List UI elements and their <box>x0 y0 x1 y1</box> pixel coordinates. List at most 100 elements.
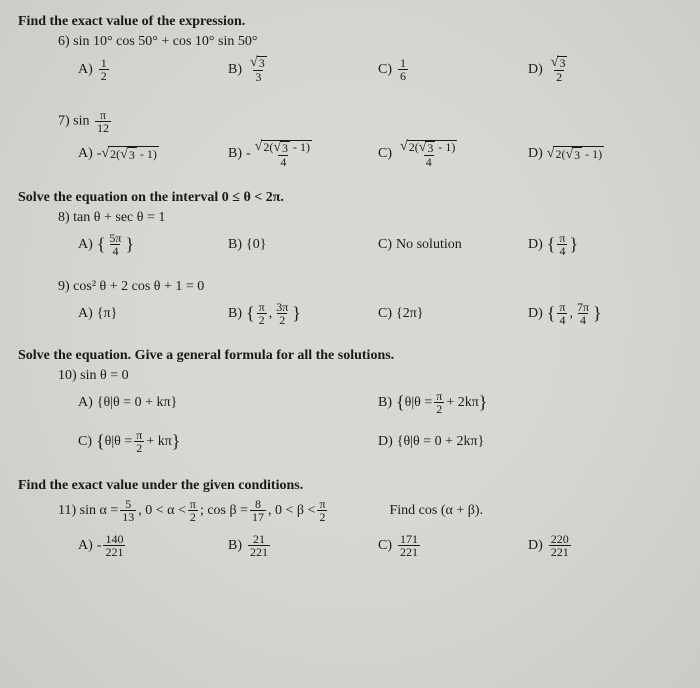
section-heading: Solve the equation on the interval 0 ≤ θ… <box>18 190 682 206</box>
q9-choice-d: D) { π4 , 7π4 } <box>528 301 678 326</box>
q8-num: 8) <box>58 210 70 225</box>
denominator: 2 <box>277 313 287 326</box>
choice-label: A) <box>78 306 93 322</box>
fraction: 7π4 <box>575 301 591 326</box>
denominator: 6 <box>398 69 408 82</box>
denominator: 13 <box>120 510 136 523</box>
fraction: π2 <box>188 498 198 523</box>
fraction: 21221 <box>248 533 270 558</box>
paper-texture <box>0 0 700 688</box>
radicand: 3 <box>557 56 567 69</box>
q9-choice-b: B) { π2 , 3π2 } <box>228 301 378 326</box>
sqrt-outer: 2(3 - 1) <box>547 146 604 163</box>
tail: - 1) <box>290 140 310 154</box>
choice-label: D) <box>528 62 543 78</box>
brace: { <box>96 431 105 452</box>
q6-choice-b: B) 3 3 <box>228 56 378 83</box>
q11-choice-b: B) 21221 <box>228 533 378 558</box>
set-value: {θ|θ = 0 + 2kπ} <box>397 434 485 450</box>
choice-label: A) <box>78 146 93 162</box>
numerator: π <box>98 109 108 121</box>
fraction: π2 <box>134 429 144 454</box>
numerator: 140 <box>103 533 125 545</box>
fraction: 1 6 <box>398 57 408 82</box>
comma: , <box>569 306 573 322</box>
denominator: 221 <box>549 545 571 558</box>
numerator: π <box>557 301 567 313</box>
numerator: 3 <box>248 56 269 70</box>
denominator: 2 <box>434 402 444 415</box>
p4: , 0 < β < <box>268 503 315 519</box>
fraction: π2 <box>434 390 444 415</box>
choice-label: A) <box>78 237 93 253</box>
choice-label: C) <box>378 62 392 78</box>
brace: { <box>547 234 556 255</box>
fraction: 3π2 <box>274 301 290 326</box>
q6-text: sin 10° cos 50° + cos 10° sin 50° <box>73 34 257 49</box>
denominator: 221 <box>248 545 270 558</box>
q9-num: 9) <box>58 279 70 294</box>
numerator: π <box>434 390 444 402</box>
set-value: {π} <box>97 306 118 322</box>
p3: ; cos β = <box>200 503 248 519</box>
fraction: 817 <box>250 498 266 523</box>
q11-num: 11) <box>58 503 76 519</box>
q11-choices: A) - 140221 B) 21221 C) 171221 D) 220221 <box>18 533 682 558</box>
q6-choice-c: C) 1 6 <box>378 56 528 83</box>
brace: { <box>396 392 405 413</box>
q11-find: Find cos (α + β). <box>390 503 484 519</box>
denominator: 2 <box>134 441 144 454</box>
denominator: 2 <box>257 313 267 326</box>
q7-choice-a: A) - 2(3 - 1) <box>78 140 228 168</box>
fraction: π2 <box>257 301 267 326</box>
numerator: 3π <box>274 301 290 313</box>
question-7: 7) sin π 12 <box>18 109 682 134</box>
fraction: 220221 <box>549 533 571 558</box>
choice-label: B) <box>228 62 242 78</box>
choice-label: B) <box>228 237 242 253</box>
comma: , <box>269 306 273 322</box>
radicand: 2(3 - 1) <box>407 140 458 155</box>
choice-label: D) <box>378 434 393 450</box>
neg: - <box>97 538 102 554</box>
fraction: π 4 <box>557 232 567 257</box>
denominator: 12 <box>95 121 111 134</box>
question-11: 11) sin α = 513 , 0 < α < π2 ; cos β = 8… <box>18 498 682 523</box>
denominator: 221 <box>398 545 420 558</box>
sqrt-outer: 2(3 - 1) <box>101 146 158 163</box>
section-heading: Find the exact value of the expression. <box>18 14 682 30</box>
no-solution: No solution <box>396 237 462 253</box>
choice-label: A) <box>78 395 93 411</box>
fraction: 3 2 <box>549 56 570 83</box>
choice-label: A) <box>78 62 93 78</box>
question-6: 6) sin 10° cos 50° + cos 10° sin 50° <box>18 34 682 50</box>
p2: , 0 < α < <box>138 503 186 519</box>
denominator: 17 <box>250 510 266 523</box>
brace: { <box>246 303 255 324</box>
numerator: 8 <box>253 498 263 510</box>
fraction: 513 <box>120 498 136 523</box>
numerator: 7π <box>575 301 591 313</box>
fraction: 2(3 - 1) 4 <box>398 140 459 168</box>
q7-choice-b: B) - 2(3 - 1) 4 <box>228 140 378 168</box>
numerator: 5 <box>123 498 133 510</box>
brace: } <box>292 303 301 324</box>
q9-choice-a: A) {π} <box>78 301 228 326</box>
choice-label: B) <box>228 306 242 322</box>
question-9: 9) cos² θ + 2 cos θ + 1 = 0 <box>18 279 682 295</box>
brace: } <box>125 234 134 255</box>
denominator: 2 <box>99 69 109 82</box>
q8-choice-c: C) No solution <box>378 232 528 257</box>
choice-label: A) <box>78 538 93 554</box>
choice-label: B) <box>378 395 392 411</box>
numerator: 21 <box>251 533 267 545</box>
q10-text: sin θ = 0 <box>80 368 128 383</box>
denominator: 4 <box>110 244 120 257</box>
numerator: 2(3 - 1) <box>253 140 314 155</box>
q7-choices: A) - 2(3 - 1) B) - 2(3 - 1) 4 C) 2(3 - 1… <box>18 140 682 168</box>
q8-choices: A) { 5π 4 } B) {0} C) No solution D) { π… <box>18 232 682 257</box>
numerator: 1 <box>398 57 408 69</box>
brace: } <box>593 303 602 324</box>
choice-label: B) <box>228 538 242 554</box>
numerator: 1 <box>99 57 109 69</box>
